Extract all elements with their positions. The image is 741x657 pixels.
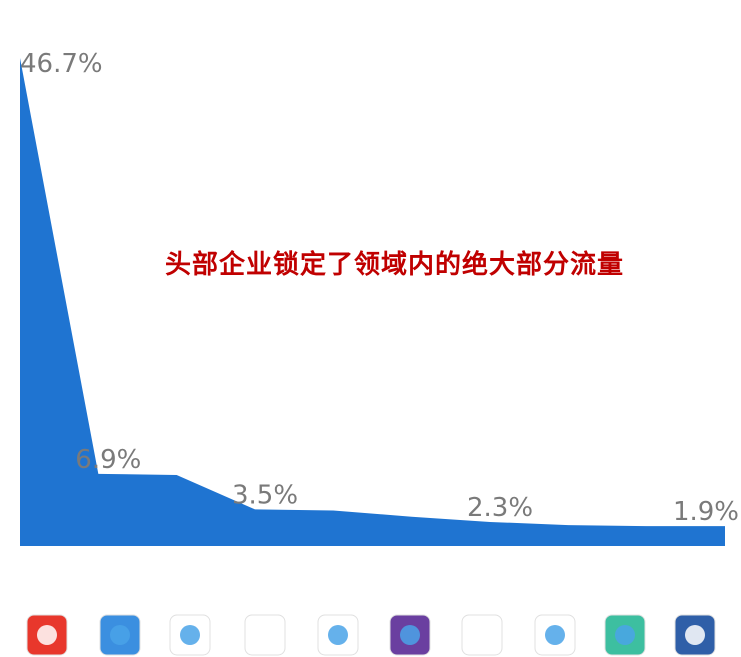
value-label: 1.9% (673, 497, 739, 527)
category-icon-glyph (685, 625, 705, 645)
value-label: 2.3% (467, 493, 533, 523)
category-icon-glyph (180, 625, 200, 645)
value-label: 6.9% (75, 445, 141, 475)
area (20, 57, 725, 547)
value-label: 3.5% (232, 480, 298, 510)
category-icon-glyph (400, 625, 420, 645)
category-icon-glyph (328, 625, 348, 645)
category-icon-glyph (37, 625, 57, 645)
value-label: 46.7% (20, 49, 103, 79)
category-icon-glyph (255, 625, 275, 645)
category-icon-glyph (472, 625, 492, 645)
category-icon-glyph (615, 625, 635, 645)
category-icon-glyph (110, 625, 130, 645)
category-icon-glyph (545, 625, 565, 645)
annotation: 头部企业锁定了领域内的绝大部分流量 (165, 250, 625, 280)
